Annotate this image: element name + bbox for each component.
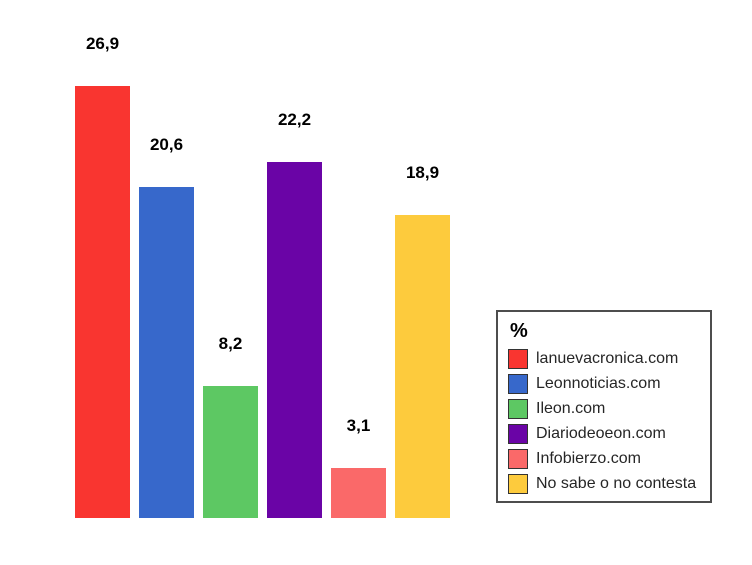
bar-ileon-com — [203, 386, 258, 518]
bar-value-label-leonnoticias-com: 20,6 — [149, 135, 184, 154]
bar-leonnoticias-com — [139, 187, 194, 518]
bar-infobierzo-com — [331, 468, 386, 518]
bar-value-label-infobierzo-com: 3,1 — [346, 416, 371, 435]
legend-swatch — [508, 473, 528, 494]
legend-item: No sabe o no contesta — [508, 471, 700, 496]
legend-item-label: lanuevacronica.com — [536, 349, 679, 367]
legend-swatch — [508, 448, 528, 469]
legend-item-label: Diariodeoeon.com — [536, 424, 666, 442]
legend-swatch — [508, 398, 528, 419]
bar-value-label-no-sabe-o-no-contesta: 18,9 — [405, 163, 440, 182]
legend-item: Ileon.com — [508, 396, 700, 421]
bar-value-label-ileon-com: 8,2 — [218, 334, 243, 353]
legend-items: lanuevacronica.com Leonnoticias.com Ileon.… — [508, 346, 700, 496]
legend-item: Leonnoticias.com — [508, 371, 700, 396]
legend-item-label: Leonnoticias.com — [536, 374, 661, 392]
legend: % lanuevacronica.com Leonnoticias.com Ileo… — [496, 310, 712, 503]
legend-item-label: Infobierzo.com — [536, 449, 641, 467]
legend-swatch — [508, 423, 528, 444]
legend-item-label: No sabe o no contesta — [536, 474, 697, 492]
legend-title: % — [510, 320, 528, 342]
bar-diariodeoeon-com — [267, 162, 322, 518]
legend-item: Diariodeoeon.com — [508, 421, 700, 446]
bar-no-sabe-o-no-contesta — [395, 215, 450, 518]
bar-value-label-diariodeoeon-com: 22,2 — [277, 110, 312, 129]
bar-value-label-lanuevacronica-com: 26,9 — [85, 34, 120, 53]
bar-lanuevacronica-com — [75, 86, 130, 518]
legend-item-label: Ileon.com — [536, 399, 606, 417]
legend-swatch — [508, 373, 528, 394]
plot-area: 26,9 20,6 8,2 22,2 3,1 18,9 — [75, 0, 451, 518]
legend-item: Infobierzo.com — [508, 446, 700, 471]
legend-swatch — [508, 348, 528, 369]
legend-item: lanuevacronica.com — [508, 346, 700, 371]
